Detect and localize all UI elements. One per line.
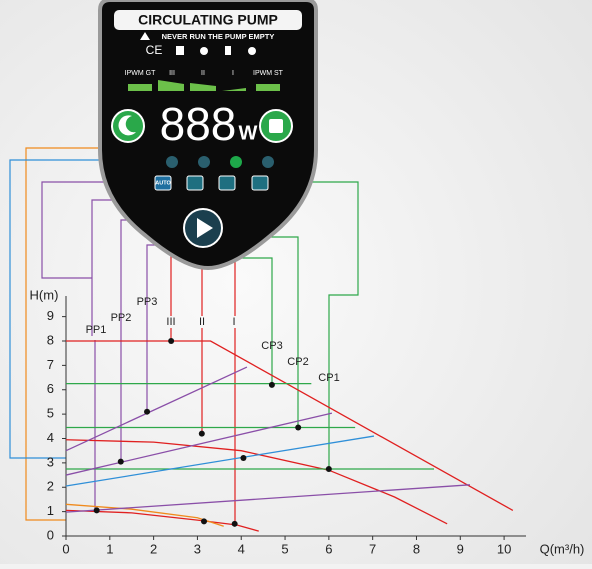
data-point bbox=[94, 507, 100, 513]
icon bbox=[225, 46, 231, 55]
led bbox=[230, 156, 242, 168]
speed-label: IPWM GT bbox=[125, 70, 156, 77]
mode-icon bbox=[187, 176, 203, 190]
x-tick-label: 9 bbox=[457, 541, 464, 556]
icon bbox=[200, 47, 208, 55]
led bbox=[166, 156, 178, 168]
cert-mark: CE bbox=[146, 43, 163, 57]
speed-label: I bbox=[232, 70, 234, 77]
annotation: PP2 bbox=[111, 312, 132, 324]
data-point bbox=[269, 382, 275, 388]
y-tick-label: 5 bbox=[47, 406, 54, 421]
bar-indicator bbox=[128, 84, 152, 91]
y-tick-label: 9 bbox=[47, 308, 54, 323]
y-tick-label: 7 bbox=[47, 357, 54, 372]
data-point bbox=[201, 518, 207, 524]
y-axis-label: H(m) bbox=[30, 287, 59, 302]
bar-indicator bbox=[256, 84, 280, 91]
led bbox=[198, 156, 210, 168]
data-point bbox=[240, 455, 246, 461]
x-tick-label: 0 bbox=[62, 541, 69, 556]
speed-label: II bbox=[201, 70, 205, 77]
mode-icon bbox=[252, 176, 268, 190]
x-axis-label: Q(m³/h) bbox=[540, 541, 585, 556]
icon bbox=[248, 47, 256, 55]
mode-icon bbox=[219, 176, 235, 190]
page: CIRCULATING PUMP NEVER RUN THE PUMP EMPT… bbox=[0, 0, 592, 564]
x-tick-label: 2 bbox=[150, 541, 157, 556]
mode-label: AUTO bbox=[155, 180, 171, 186]
data-point bbox=[295, 425, 301, 431]
speed-label: III bbox=[169, 70, 175, 77]
night-button[interactable] bbox=[112, 110, 144, 142]
annotation: II bbox=[199, 316, 205, 328]
annotation: PP1 bbox=[86, 324, 107, 336]
power-display: 888 bbox=[160, 98, 237, 150]
data-point bbox=[326, 466, 332, 472]
annotation: PP3 bbox=[137, 296, 158, 308]
x-tick-label: 8 bbox=[413, 541, 420, 556]
y-tick-label: 8 bbox=[47, 332, 54, 347]
x-tick-label: 6 bbox=[325, 541, 332, 556]
data-point bbox=[168, 338, 174, 344]
x-tick-label: 4 bbox=[238, 541, 245, 556]
speed-label: IPWM ST bbox=[253, 70, 284, 77]
panel-title: CIRCULATING PUMP bbox=[138, 12, 278, 28]
led bbox=[262, 156, 274, 168]
icon bbox=[176, 46, 184, 55]
x-tick-label: 1 bbox=[106, 541, 113, 556]
annotation: I bbox=[232, 316, 235, 328]
annotation: III bbox=[166, 316, 175, 328]
annotation: CP3 bbox=[261, 340, 282, 352]
y-tick-label: 6 bbox=[47, 381, 54, 396]
x-tick-label: 3 bbox=[194, 541, 201, 556]
chart: CIRCULATING PUMP NEVER RUN THE PUMP EMPT… bbox=[0, 0, 592, 564]
warning: NEVER RUN THE PUMP EMPTY bbox=[162, 32, 275, 41]
power-unit: W bbox=[239, 122, 258, 144]
y-tick-label: 0 bbox=[47, 527, 54, 542]
annotation: CP2 bbox=[287, 356, 308, 368]
x-tick-label: 5 bbox=[281, 541, 288, 556]
y-tick-label: 2 bbox=[47, 479, 54, 494]
y-tick-label: 3 bbox=[47, 454, 54, 469]
y-tick-label: 1 bbox=[47, 503, 54, 518]
x-tick-label: 7 bbox=[369, 541, 376, 556]
data-point bbox=[199, 431, 205, 437]
annotation: CP1 bbox=[318, 372, 339, 384]
x-tick-label: 10 bbox=[497, 541, 511, 556]
data-point bbox=[118, 459, 124, 465]
y-tick-label: 4 bbox=[47, 430, 54, 445]
stop-icon bbox=[269, 119, 283, 133]
data-point bbox=[232, 521, 238, 527]
data-point bbox=[144, 409, 150, 415]
